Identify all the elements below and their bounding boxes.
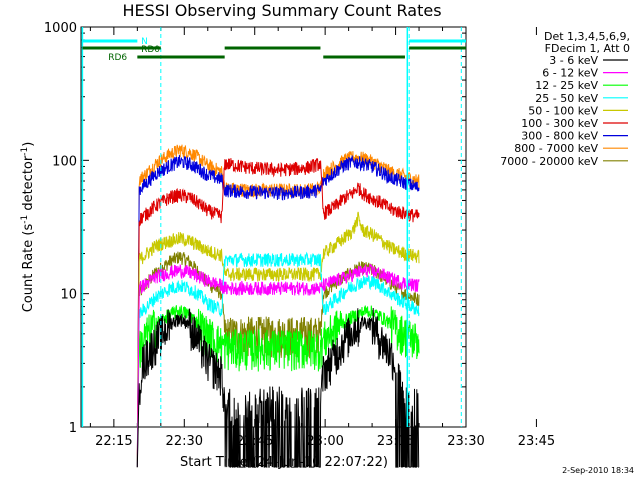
y-axis-label-sup2: -1 <box>20 147 30 156</box>
chart-title: HESSI Observing Summary Count Rates <box>122 1 441 20</box>
series-line-25-50-kev <box>136 251 420 468</box>
x-tick-label: 23:45 <box>518 434 555 449</box>
legend-label: 800 - 7000 keV <box>514 142 598 155</box>
y-tick-label: 10 <box>60 288 77 303</box>
legend-label: 3 - 6 keV <box>549 54 598 67</box>
legend-label: 12 - 25 keV <box>535 79 598 92</box>
series-line-100-300-kev <box>136 158 420 468</box>
flag-label-rd0: RD0 <box>141 45 160 55</box>
legend-label: 50 - 100 keV <box>528 104 598 117</box>
flag-label-n: N <box>141 37 148 47</box>
series-line-3-6-kev <box>136 307 420 468</box>
legend: Det 1,3,4,5,6,9, FDecim 1, Att 0 3 - 6 k… <box>500 30 630 168</box>
flag-label-rd6: RD6 <box>108 53 127 63</box>
y-axis-label-end: ) <box>21 142 36 147</box>
x-tick-label: 23:00 <box>306 434 343 449</box>
x-tick-label: 22:15 <box>95 434 132 449</box>
series-line-300-800-kev <box>136 155 420 468</box>
series-line-12-25-kev <box>136 305 420 468</box>
series-line-6-12-kev <box>136 263 420 468</box>
y-axis-label-sup1: -1 <box>20 215 30 224</box>
y-tick-label: 1000 <box>44 21 77 36</box>
x-tick-label: 23:30 <box>447 434 484 449</box>
legend-header-detectors: Det 1,3,4,5,6,9, <box>544 30 630 43</box>
legend-label: 300 - 800 keV <box>521 130 598 143</box>
y-tick-label: 100 <box>52 154 77 169</box>
series-layer <box>136 144 420 468</box>
series-line-50-100-kev <box>136 211 420 468</box>
legend-label: 25 - 50 keV <box>535 92 598 105</box>
y-axis-label: Count Rate (s-1 detector-1) <box>20 142 36 313</box>
x-axis-label: Start Time (24-Jun-10 22:07:22) <box>180 455 388 470</box>
footer-date: 2-Sep-2010 18:34 <box>562 466 634 475</box>
legend-label: 7000 - 20000 keV <box>500 155 598 168</box>
legend-label: 100 - 300 keV <box>521 117 598 130</box>
y-axis-label-mid: detector <box>21 155 36 215</box>
legend-header-attenuator: FDecim 1, Att 0 <box>545 42 630 55</box>
y-axis-label-main: Count Rate (s <box>21 224 36 313</box>
legend-label: 6 - 12 keV <box>542 67 598 80</box>
x-tick-label: 22:30 <box>166 434 203 449</box>
y-tick-label: 1 <box>69 421 77 436</box>
